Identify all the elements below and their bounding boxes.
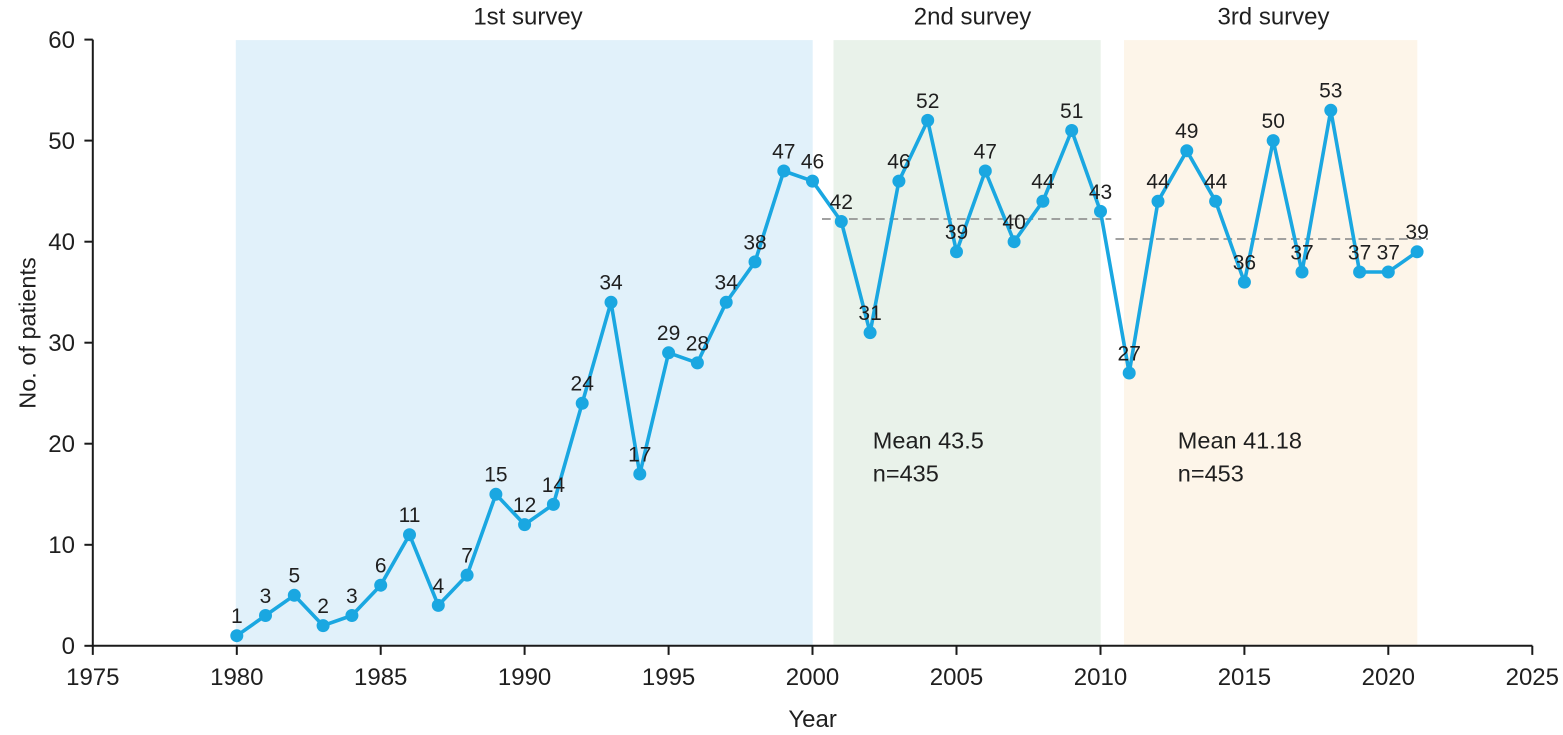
svg-text:37: 37 [1377,241,1400,264]
svg-text:12: 12 [513,494,536,517]
svg-text:50: 50 [48,128,75,155]
svg-text:14: 14 [542,474,566,497]
svg-text:7: 7 [461,545,473,568]
svg-text:3rd survey: 3rd survey [1217,4,1329,31]
svg-text:2010: 2010 [1074,664,1127,691]
svg-text:53: 53 [1319,80,1342,103]
svg-text:43: 43 [1089,181,1112,204]
svg-text:4: 4 [432,575,444,598]
svg-text:0: 0 [62,633,75,660]
svg-text:29: 29 [657,322,680,345]
svg-text:39: 39 [945,221,968,244]
svg-text:44: 44 [1204,171,1228,194]
svg-text:40: 40 [1002,211,1025,234]
svg-text:2005: 2005 [930,664,983,691]
svg-text:52: 52 [916,90,939,113]
svg-text:2025: 2025 [1506,664,1559,691]
svg-text:44: 44 [1146,171,1170,194]
svg-text:39: 39 [1405,221,1428,244]
svg-text:50: 50 [1262,110,1285,133]
svg-text:1975: 1975 [66,664,119,691]
svg-text:60: 60 [48,27,75,54]
svg-text:46: 46 [887,151,910,174]
svg-text:11: 11 [399,504,421,527]
svg-text:42: 42 [830,191,853,214]
svg-text:1985: 1985 [354,664,407,691]
svg-text:1995: 1995 [642,664,695,691]
svg-text:1st survey: 1st survey [473,4,582,31]
svg-text:2nd survey: 2nd survey [914,4,1031,31]
svg-text:37: 37 [1348,241,1371,264]
svg-text:1990: 1990 [498,664,551,691]
svg-text:47: 47 [772,140,795,163]
svg-text:30: 30 [48,330,75,357]
svg-text:3: 3 [260,585,272,608]
svg-text:2: 2 [317,595,329,618]
svg-text:No. of patients: No. of patients [15,257,41,409]
svg-text:46: 46 [801,151,824,174]
svg-text:51: 51 [1060,100,1083,123]
svg-text:49: 49 [1175,120,1198,143]
svg-text:44: 44 [1031,171,1055,194]
svg-text:34: 34 [715,272,739,295]
svg-text:10: 10 [48,532,75,559]
svg-text:31: 31 [858,302,881,325]
svg-text:15: 15 [484,464,507,487]
svg-text:20: 20 [48,431,75,458]
svg-text:2020: 2020 [1362,664,1415,691]
svg-text:34: 34 [599,272,623,295]
svg-text:Mean 43.5: Mean 43.5 [873,428,984,454]
svg-text:Mean 41.18: Mean 41.18 [1178,428,1302,454]
svg-text:1: 1 [231,605,243,628]
svg-text:Year: Year [788,706,837,733]
svg-text:47: 47 [974,140,997,163]
svg-text:40: 40 [48,229,75,256]
svg-text:36: 36 [1233,252,1256,275]
svg-text:2000: 2000 [786,664,839,691]
svg-text:2015: 2015 [1218,664,1271,691]
svg-text:1980: 1980 [210,664,263,691]
svg-text:24: 24 [571,373,595,396]
svg-text:n=453: n=453 [1178,461,1244,487]
svg-text:3: 3 [346,585,358,608]
svg-text:6: 6 [375,555,387,578]
svg-text:n=435: n=435 [873,461,939,487]
svg-text:17: 17 [628,443,651,466]
svg-text:27: 27 [1118,342,1141,365]
svg-text:5: 5 [288,565,300,588]
svg-text:37: 37 [1290,241,1313,264]
svg-text:28: 28 [686,332,709,355]
svg-text:38: 38 [743,231,766,254]
